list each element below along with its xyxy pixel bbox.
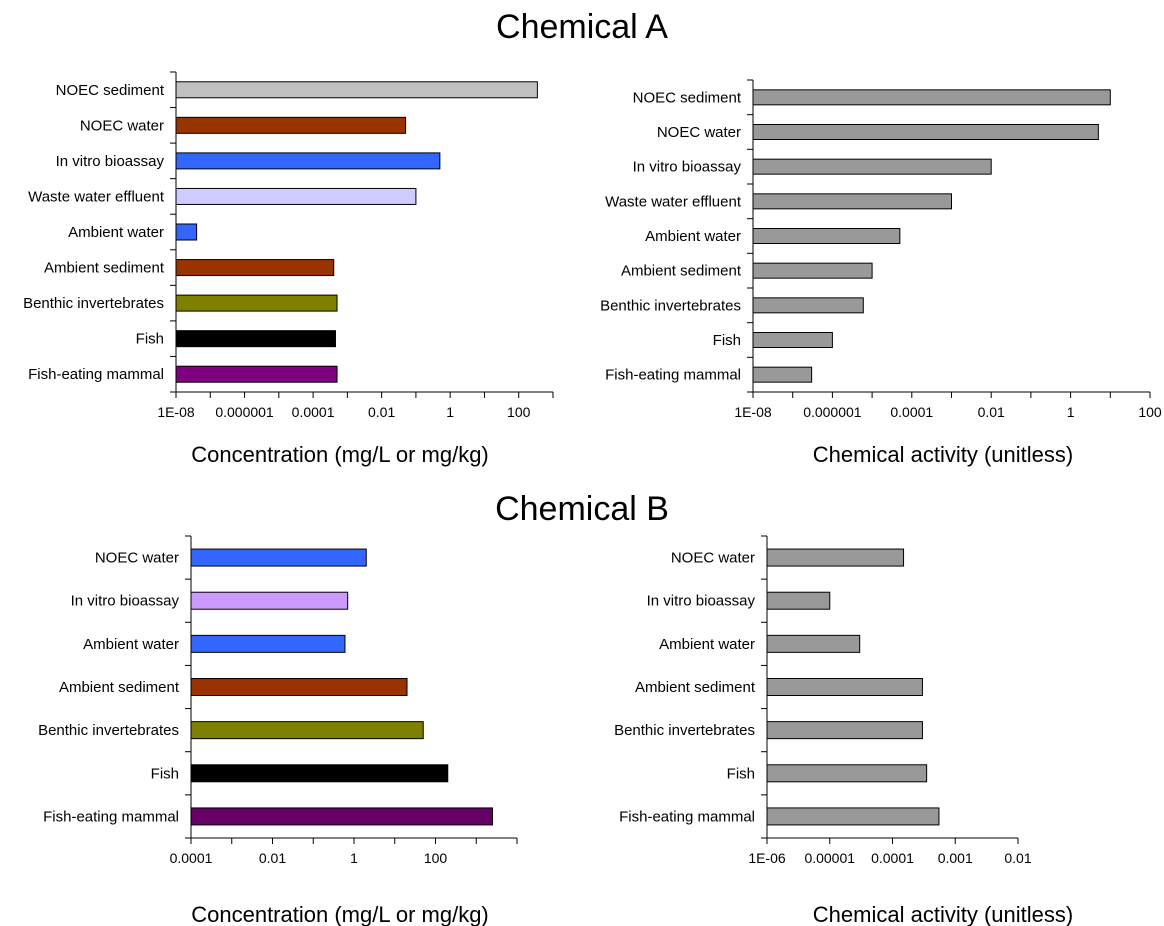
b_conc-x-axis-label: Concentration (mg/L or mg/kg) bbox=[191, 902, 489, 926]
a_act-category-label: Ambient sediment bbox=[621, 263, 742, 280]
b_conc-category-label: Fish-eating mammal bbox=[43, 808, 179, 825]
a_conc-bar bbox=[175, 81, 538, 99]
a_act-category-label: Fish bbox=[713, 332, 741, 349]
a_conc-tick-label: 0.0001 bbox=[292, 404, 335, 420]
a_act-bar bbox=[752, 124, 1099, 140]
a_conc-bar bbox=[175, 330, 336, 348]
b_act-bar bbox=[766, 721, 923, 740]
a_conc-tick-label: 1 bbox=[446, 404, 454, 420]
a_conc-tick-label: 100 bbox=[507, 404, 531, 420]
b_conc-category-label: Ambient sediment bbox=[59, 679, 180, 696]
b_act-category-label: Ambient water bbox=[659, 636, 755, 653]
b_conc-bar bbox=[190, 548, 367, 567]
a_act-category-label: In vitro bioassay bbox=[633, 159, 742, 176]
a_conc-category-label: Fish-eating mammal bbox=[28, 366, 164, 383]
b_conc-tick-label: 1 bbox=[350, 850, 358, 866]
a_conc-bar bbox=[175, 294, 338, 312]
b_act-tick-label: 0.00001 bbox=[804, 850, 855, 866]
b_act-bar bbox=[766, 678, 923, 696]
chemical-a-title: Chemical A bbox=[496, 8, 668, 46]
b_act-bar bbox=[766, 591, 831, 610]
a_act-tick-label: 1 bbox=[1067, 404, 1075, 420]
b_act-category-label: Benthic invertebrates bbox=[614, 722, 755, 739]
a_act-bar bbox=[752, 228, 901, 244]
b_act-category-label: Fish-eating mammal bbox=[619, 808, 755, 825]
a_act-category-label: NOEC water bbox=[657, 124, 741, 141]
b_conc-bar bbox=[190, 591, 349, 610]
a_conc-bar bbox=[175, 259, 335, 277]
a_conc-tick-label: 1E-08 bbox=[157, 404, 195, 420]
b_conc-category-label: NOEC water bbox=[95, 550, 179, 567]
a_conc-category-label: Fish bbox=[136, 331, 164, 348]
a_act-bar bbox=[752, 89, 1111, 106]
a_conc-tick-label: 0.000001 bbox=[215, 404, 274, 420]
b_conc-bar bbox=[190, 678, 408, 696]
chemical-b-title: Chemical B bbox=[495, 490, 669, 528]
b_conc-category-label: Benthic invertebrates bbox=[38, 722, 179, 739]
b_conc-bar bbox=[190, 721, 424, 740]
a_act-x-axis-label: Chemical activity (unitless) bbox=[813, 442, 1073, 467]
b_act-bar bbox=[766, 807, 940, 826]
a_act-tick-label: 0.000001 bbox=[803, 404, 862, 420]
b_conc-bar bbox=[190, 807, 493, 826]
b_act-category-label: Ambient sediment bbox=[635, 679, 756, 696]
a_act-bar bbox=[752, 297, 864, 314]
a_act-bar bbox=[752, 366, 813, 383]
a_conc-bar bbox=[175, 223, 198, 241]
a_conc-category-label: NOEC sediment bbox=[56, 82, 165, 99]
b_conc-bar bbox=[190, 634, 346, 653]
a_conc-category-label: NOEC water bbox=[80, 117, 164, 134]
a_act-bar bbox=[752, 193, 952, 210]
b_act-x-axis-label: Chemical activity (unitless) bbox=[813, 902, 1073, 926]
a_act-bar bbox=[752, 158, 992, 175]
a_act-category-label: Waste water effluent bbox=[605, 193, 742, 210]
a_act-tick-label: 100 bbox=[1138, 404, 1162, 420]
b_conc-bar bbox=[190, 764, 449, 783]
b_act-tick-label: 0.01 bbox=[1004, 850, 1031, 866]
a_conc-category-label: Benthic invertebrates bbox=[23, 295, 164, 312]
a_conc-bar bbox=[175, 116, 407, 134]
b_act-tick-label: 1E-06 bbox=[748, 850, 786, 866]
b_act-tick-label: 0.001 bbox=[938, 850, 973, 866]
a_conc-bar bbox=[175, 365, 338, 383]
b_conc-tick-label: 100 bbox=[424, 850, 448, 866]
b_act-category-label: NOEC water bbox=[671, 550, 755, 567]
b_conc-category-label: In vitro bioassay bbox=[71, 593, 180, 610]
a_act-bar bbox=[752, 262, 873, 279]
b_conc-category-label: Ambient water bbox=[83, 636, 179, 653]
b_conc-category-label: Fish bbox=[151, 765, 179, 782]
a_act-category-label: Ambient water bbox=[645, 228, 741, 245]
a_conc-category-label: Ambient water bbox=[68, 224, 164, 241]
a_act-category-label: NOEC sediment bbox=[633, 89, 742, 106]
b_act-category-label: In vitro bioassay bbox=[647, 593, 756, 610]
a_act-category-label: Benthic invertebrates bbox=[600, 297, 741, 314]
a_conc-bar bbox=[175, 152, 441, 170]
b_act-bar bbox=[766, 548, 905, 567]
a_conc-category-label: Waste water effluent bbox=[28, 188, 165, 205]
a_conc-x-axis-label: Concentration (mg/L or mg/kg) bbox=[191, 442, 489, 467]
a_act-bar bbox=[752, 332, 833, 348]
a_conc-tick-label: 0.01 bbox=[368, 404, 395, 420]
a_act-tick-label: 0.0001 bbox=[890, 404, 933, 420]
b_act-tick-label: 0.0001 bbox=[871, 850, 914, 866]
a_act-tick-label: 1E-08 bbox=[734, 404, 772, 420]
a_conc-category-label: In vitro bioassay bbox=[56, 153, 165, 170]
b_act-bar bbox=[766, 764, 928, 783]
a_act-category-label: Fish-eating mammal bbox=[605, 367, 741, 384]
a_act-tick-label: 0.01 bbox=[978, 404, 1005, 420]
b_act-category-label: Fish bbox=[727, 765, 755, 782]
a_conc-category-label: Ambient sediment bbox=[44, 260, 165, 277]
b_conc-tick-label: 0.0001 bbox=[170, 850, 213, 866]
b_conc-tick-label: 0.01 bbox=[259, 850, 286, 866]
a_conc-bar bbox=[175, 187, 417, 205]
b_act-bar bbox=[766, 634, 861, 653]
